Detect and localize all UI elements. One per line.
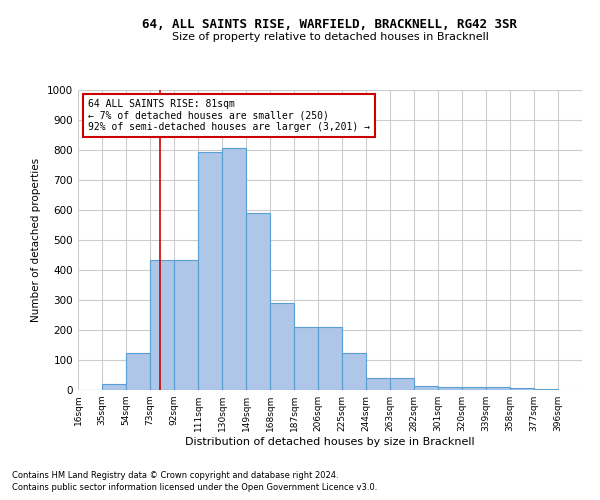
Bar [150,260,174,390]
X-axis label: Distribution of detached houses by size in Bracknell: Distribution of detached houses by size … [185,437,475,447]
Bar [342,352,366,390]
Text: Contains HM Land Registry data © Crown copyright and database right 2024.: Contains HM Land Registry data © Crown c… [12,471,338,480]
Text: Size of property relative to detached houses in Bracknell: Size of property relative to detached ho… [172,32,488,42]
Bar [294,327,318,390]
Bar [198,152,222,390]
Bar [462,387,486,390]
Bar [174,260,198,390]
Bar [438,387,462,390]
Bar [390,378,414,390]
Bar [366,378,390,390]
Text: 64 ALL SAINTS RISE: 81sqm
← 7% of detached houses are smaller (250)
92% of semi-: 64 ALL SAINTS RISE: 81sqm ← 7% of detach… [88,99,370,132]
Bar [102,384,126,390]
Bar [246,213,270,390]
Bar [486,387,510,390]
Text: 64, ALL SAINTS RISE, WARFIELD, BRACKNELL, RG42 3SR: 64, ALL SAINTS RISE, WARFIELD, BRACKNELL… [143,18,517,30]
Text: Contains public sector information licensed under the Open Government Licence v3: Contains public sector information licen… [12,484,377,492]
Bar [318,327,342,390]
Bar [414,386,438,390]
Bar [222,148,246,390]
Bar [510,388,534,390]
Bar [270,303,294,390]
Bar [534,388,558,390]
Bar [126,352,150,390]
Y-axis label: Number of detached properties: Number of detached properties [31,158,41,322]
